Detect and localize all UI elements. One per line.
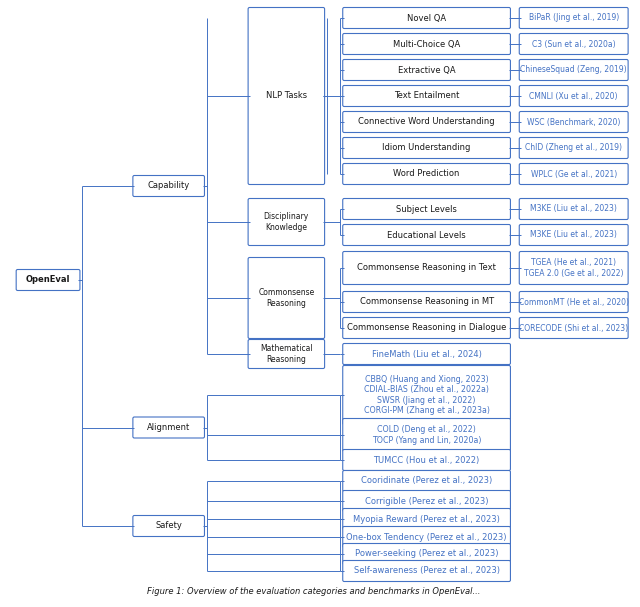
FancyBboxPatch shape: [343, 7, 511, 29]
FancyBboxPatch shape: [343, 112, 511, 132]
Text: CMNLI (Xu et al., 2020): CMNLI (Xu et al., 2020): [529, 92, 618, 101]
FancyBboxPatch shape: [519, 112, 628, 132]
Text: One-box Tendency (Perez et al., 2023): One-box Tendency (Perez et al., 2023): [346, 532, 507, 541]
FancyBboxPatch shape: [343, 450, 511, 470]
FancyBboxPatch shape: [343, 225, 511, 245]
Text: Power-seeking (Perez et al., 2023): Power-seeking (Perez et al., 2023): [355, 549, 499, 558]
Text: Connective Word Understanding: Connective Word Understanding: [358, 118, 495, 126]
FancyBboxPatch shape: [519, 251, 628, 285]
FancyBboxPatch shape: [519, 291, 628, 313]
Text: NLP Tasks: NLP Tasks: [266, 92, 307, 101]
Text: Cooridinate (Perez et al., 2023): Cooridinate (Perez et al., 2023): [361, 476, 492, 486]
Text: Commonsense Reasoning in MT: Commonsense Reasoning in MT: [360, 297, 493, 307]
Text: CommonMT (He et al., 2020): CommonMT (He et al., 2020): [518, 297, 628, 307]
FancyBboxPatch shape: [343, 526, 511, 548]
Text: Idiom Understanding: Idiom Understanding: [383, 143, 471, 152]
Text: TGEA (He et al., 2021)
TGEA 2.0 (Ge et al., 2022): TGEA (He et al., 2021) TGEA 2.0 (Ge et a…: [524, 259, 623, 277]
FancyBboxPatch shape: [343, 344, 511, 364]
Text: ChID (Zheng et al., 2019): ChID (Zheng et al., 2019): [525, 143, 622, 152]
Text: Mathematical
Reasoning: Mathematical Reasoning: [260, 344, 313, 364]
Text: Figure 1: Overview of the evaluation categories and benchmarks in OpenEval...: Figure 1: Overview of the evaluation cat…: [147, 588, 481, 597]
Text: BiPaR (Jing et al., 2019): BiPaR (Jing et al., 2019): [529, 13, 619, 22]
FancyBboxPatch shape: [343, 543, 511, 565]
FancyBboxPatch shape: [519, 198, 628, 220]
Text: Educational Levels: Educational Levels: [387, 231, 466, 240]
Text: C3 (Sun et al., 2020a): C3 (Sun et al., 2020a): [532, 39, 616, 49]
Text: Text Entailment: Text Entailment: [394, 92, 460, 101]
Text: WPLC (Ge et al., 2021): WPLC (Ge et al., 2021): [531, 169, 617, 178]
Text: CORECODE (Shi et al., 2023): CORECODE (Shi et al., 2023): [519, 324, 628, 333]
Text: Commonsense
Reasoning: Commonsense Reasoning: [258, 288, 314, 308]
FancyBboxPatch shape: [343, 317, 511, 339]
Text: Self-awareness (Perez et al., 2023): Self-awareness (Perez et al., 2023): [353, 566, 500, 575]
Text: Corrigible (Perez et al., 2023): Corrigible (Perez et al., 2023): [365, 497, 488, 506]
FancyBboxPatch shape: [343, 163, 511, 185]
FancyBboxPatch shape: [519, 7, 628, 29]
Text: TUMCC (Hou et al., 2022): TUMCC (Hou et al., 2022): [374, 455, 480, 464]
FancyBboxPatch shape: [343, 138, 511, 158]
FancyBboxPatch shape: [133, 417, 204, 438]
FancyBboxPatch shape: [519, 163, 628, 185]
FancyBboxPatch shape: [343, 560, 511, 582]
FancyBboxPatch shape: [248, 198, 324, 245]
Text: Multi-Choice QA: Multi-Choice QA: [393, 39, 460, 49]
FancyBboxPatch shape: [343, 490, 511, 512]
FancyBboxPatch shape: [248, 7, 324, 185]
Text: CBBQ (Huang and Xiong, 2023)
CDIAL-BIAS (Zhou et al., 2022a)
SWSR (Jiang et al.,: CBBQ (Huang and Xiong, 2023) CDIAL-BIAS …: [364, 375, 490, 415]
FancyBboxPatch shape: [133, 515, 204, 537]
Text: Commonsense Reasoning in Text: Commonsense Reasoning in Text: [357, 263, 496, 273]
FancyBboxPatch shape: [343, 418, 511, 452]
FancyBboxPatch shape: [343, 509, 511, 529]
Text: ChineseSquad (Zeng, 2019): ChineseSquad (Zeng, 2019): [520, 66, 627, 75]
Text: Disciplinary
Knowledge: Disciplinary Knowledge: [264, 212, 309, 232]
FancyBboxPatch shape: [248, 257, 324, 339]
Text: Myopia Reward (Perez et al., 2023): Myopia Reward (Perez et al., 2023): [353, 515, 500, 523]
FancyBboxPatch shape: [519, 86, 628, 106]
FancyBboxPatch shape: [519, 59, 628, 81]
Text: WSC (Benchmark, 2020): WSC (Benchmark, 2020): [527, 118, 620, 126]
Text: OpenEval: OpenEval: [26, 276, 70, 285]
FancyBboxPatch shape: [519, 317, 628, 339]
FancyBboxPatch shape: [343, 86, 511, 106]
Text: Extractive QA: Extractive QA: [398, 66, 456, 75]
FancyBboxPatch shape: [343, 33, 511, 55]
Text: Safety: Safety: [156, 521, 182, 531]
Text: Subject Levels: Subject Levels: [396, 205, 457, 214]
Text: M3KE (Liu et al., 2023): M3KE (Liu et al., 2023): [531, 231, 617, 240]
FancyBboxPatch shape: [343, 291, 511, 313]
Text: M3KE (Liu et al., 2023): M3KE (Liu et al., 2023): [531, 205, 617, 214]
Text: Word Prediction: Word Prediction: [394, 169, 460, 178]
FancyBboxPatch shape: [519, 33, 628, 55]
FancyBboxPatch shape: [343, 251, 511, 285]
Text: Commonsense Reasoning in Dialogue: Commonsense Reasoning in Dialogue: [347, 324, 506, 333]
FancyBboxPatch shape: [343, 470, 511, 492]
Text: Alignment: Alignment: [147, 423, 190, 432]
FancyBboxPatch shape: [248, 339, 324, 368]
Text: Novel QA: Novel QA: [407, 13, 446, 22]
FancyBboxPatch shape: [519, 138, 628, 158]
FancyBboxPatch shape: [519, 225, 628, 245]
Text: COLD (Deng et al., 2022)
TOCP (Yang and Lin, 2020a): COLD (Deng et al., 2022) TOCP (Yang and …: [372, 426, 481, 445]
FancyBboxPatch shape: [343, 59, 511, 81]
FancyBboxPatch shape: [16, 270, 80, 291]
Text: FineMath (Liu et al., 2024): FineMath (Liu et al., 2024): [372, 350, 481, 359]
Text: Capability: Capability: [148, 181, 190, 191]
FancyBboxPatch shape: [343, 198, 511, 220]
FancyBboxPatch shape: [343, 365, 511, 424]
FancyBboxPatch shape: [133, 175, 204, 197]
